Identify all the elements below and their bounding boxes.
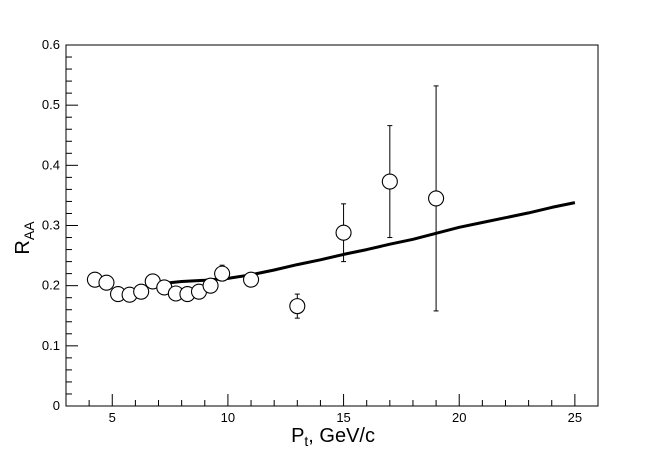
data-point	[133, 283, 150, 300]
y-tick-label: 0.2	[42, 278, 60, 293]
data-markers	[86, 173, 445, 315]
y-tick-label: 0.5	[42, 97, 60, 112]
data-point	[202, 277, 219, 294]
x-tick-label: 5	[109, 410, 116, 425]
x-tick-label: 10	[221, 410, 235, 425]
x-axis-title: Pt, GeV/c	[291, 425, 375, 449]
y-axis-title: RAA	[12, 221, 37, 255]
y-tick-label: 0.3	[42, 218, 60, 233]
data-point	[335, 224, 352, 241]
y-axis-tick-labels: 0 0.1 0.2 0.3 0.4 0.5 0.6	[42, 37, 60, 413]
x-axis-title-subscript: t	[304, 433, 308, 449]
x-axis-title-rest: , GeV/c	[308, 425, 375, 447]
y-tick-label: 0.4	[42, 157, 60, 172]
y-tick-label: 0	[53, 398, 60, 413]
data-point	[428, 190, 445, 207]
y-axis-ticks	[66, 44, 78, 407]
y-tick-label: 0.1	[42, 338, 60, 353]
data-point	[98, 274, 115, 291]
data-point	[242, 271, 260, 288]
x-axis-tick-labels: 5 10 15 20 25	[109, 410, 582, 425]
data-point	[214, 265, 231, 282]
y-axis-title-main: R	[12, 240, 34, 254]
x-tick-label: 15	[336, 410, 350, 425]
data-point	[381, 173, 398, 190]
x-tick-label: 25	[568, 410, 582, 425]
y-axis-title-subscript: AA	[21, 221, 37, 240]
x-axis-title-main: P	[291, 425, 304, 447]
x-tick-label: 20	[452, 410, 466, 425]
data-point	[289, 298, 306, 315]
x-axis-ticks	[65, 394, 599, 406]
y-tick-label: 0.6	[42, 37, 60, 52]
